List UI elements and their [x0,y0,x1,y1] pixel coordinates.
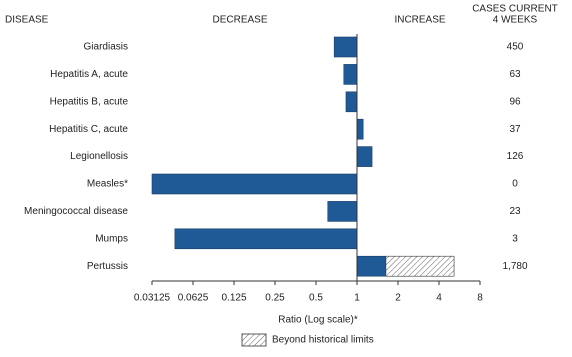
bar [345,91,358,113]
header-cases: 4 WEEKS [493,15,538,26]
header-disease: DISEASE [5,15,49,26]
x-tick-label: 0.25 [265,293,285,304]
cases-label: 23 [509,206,521,217]
cases-label: 126 [507,151,524,162]
cases-label: 96 [509,96,521,107]
category-label: Giardiasis [84,42,128,53]
bar [343,64,358,85]
x-tick-label: 0.5 [309,293,323,304]
cases-label: 37 [509,124,521,135]
x-tick-label: 2 [395,293,401,304]
legend-label: Beyond historical limits [272,335,374,346]
bar [356,118,364,140]
category-label: Meningococcal disease [24,206,128,217]
cases-label: 3 [512,233,518,244]
x-tick-label: 0.03125 [134,293,171,304]
header-cases: CASES CURRENT [472,4,558,15]
x-tick-label: 1 [354,293,360,304]
category-label: Hepatitis C, acute [49,124,128,135]
category-label: Mumps [95,233,128,244]
bar [333,36,358,58]
category-label: Legionellosis [70,151,128,162]
cases-label: 450 [507,42,524,53]
cases-label: 63 [509,69,521,80]
header-decrease: DECREASE [212,15,267,26]
x-axis-label: Ratio (Log scale)* [278,315,358,326]
cases-label: 1,780 [502,261,527,272]
cases-label: 0 [512,179,518,190]
x-tick-label: 4 [436,293,442,304]
legend-swatch [241,333,267,347]
beyond-limit-bar [385,255,455,277]
header-increase: INCREASE [394,15,445,26]
bar [356,146,373,167]
x-tick-label: 0.0625 [178,293,209,304]
category-label: Pertussis [87,261,128,272]
category-label: Measles* [87,179,128,190]
x-tick-label: 0.125 [221,293,246,304]
bar [356,255,387,277]
bar [327,201,358,222]
bar [151,173,358,195]
category-label: Hepatitis A, acute [50,69,128,80]
category-label: Hepatitis B, acute [50,96,129,107]
bar [174,228,358,250]
x-tick-label: 8 [477,293,483,304]
